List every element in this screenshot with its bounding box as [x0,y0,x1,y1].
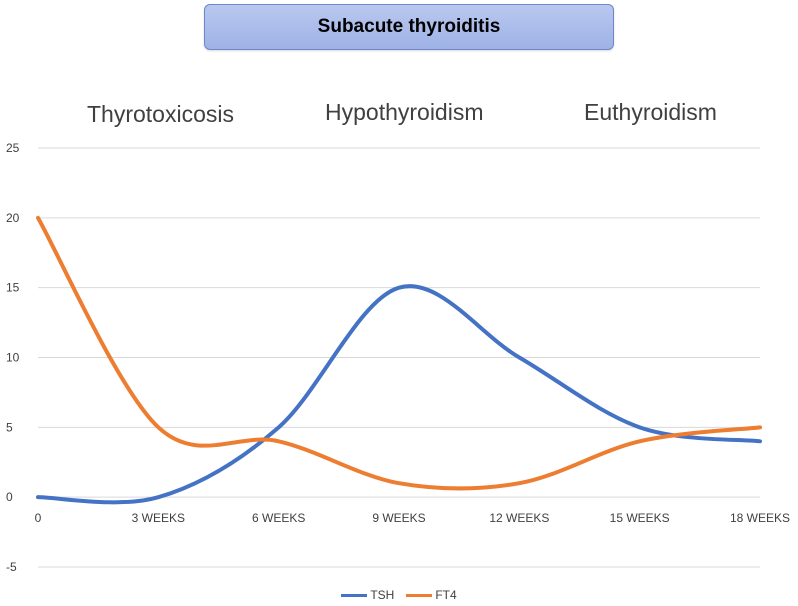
y-tick-label: 20 [6,211,20,225]
x-tick-label: 18 WEEKS [730,511,790,525]
x-axis-labels: 0 3 WEEKS 6 WEEKS 9 WEEKS 12 WEEKS 15 WEEKS 18… [35,511,790,525]
phase-label-thyrotoxicosis: Thyrotoxicosis [87,101,234,127]
y-tick-label: 25 [6,141,20,155]
series-lines [36,215,762,505]
y-tick-label: -5 [6,560,17,574]
x-tick-label: 12 WEEKS [489,511,549,525]
y-tick-label: 5 [6,420,13,434]
series-line-ft4 [36,215,762,491]
y-tick-label: 10 [6,351,20,365]
legend-item-ft4: FT4 [406,588,457,602]
phase-label-euthyroidism: Euthyroidism [584,99,717,125]
x-tick-label: 3 WEEKS [132,511,185,525]
x-tick-label: 15 WEEKS [610,511,670,525]
legend-label-ft4: FT4 [435,588,457,602]
legend-swatch-tsh [341,593,368,597]
legend-label-tsh: TSH [370,588,395,602]
x-tick-label: 6 WEEKS [252,511,305,525]
gridlines [38,147,760,568]
legend: TSH FT4 [0,588,798,602]
y-tick-label: 0 [6,490,13,504]
chart-title-box: Subacute thyroiditis [204,4,614,50]
x-tick-label: 0 [35,511,42,525]
series-line-tsh [36,284,762,505]
legend-swatch-ft4 [406,593,433,597]
y-axis-labels: -5 0 5 10 15 20 25 [6,141,20,574]
phase-label-hypothyroidism: Hypothyroidism [325,99,484,125]
legend-item-tsh: TSH [341,588,394,602]
x-tick-label: 9 WEEKS [372,511,425,525]
y-tick-label: 15 [6,281,20,295]
chart-title: Subacute thyroiditis [317,16,501,37]
